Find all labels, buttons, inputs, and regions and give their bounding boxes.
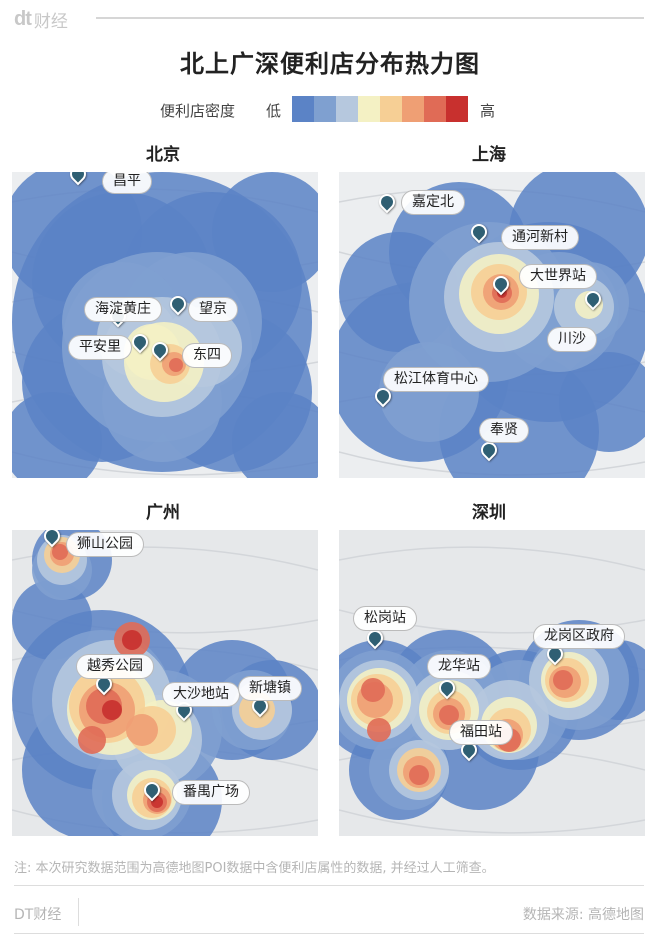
heatmap-layer bbox=[339, 530, 645, 836]
landmark-label: 狮山公园 bbox=[66, 532, 144, 557]
brand-name: 财经 bbox=[33, 11, 68, 32]
footnote: 注: 本次研究数据范围为高德地图POI数据中含便利店属性的数据, 并经过人工筛查… bbox=[14, 861, 495, 876]
legend-swatch bbox=[380, 96, 402, 122]
legend-swatch bbox=[446, 96, 468, 122]
landmark-label: 越秀公园 bbox=[76, 654, 154, 679]
heat-blob bbox=[212, 172, 318, 292]
map-guangzhou[interactable]: 狮山公园越秀公园 大沙地站 新塘镇番禺广场 bbox=[12, 530, 318, 836]
legend-swatch bbox=[424, 96, 446, 122]
landmark-label: 番禺广场 bbox=[172, 780, 250, 805]
landmark-label: 嘉定北 bbox=[401, 190, 465, 215]
data-source: 数据来源: 高德地图 bbox=[522, 907, 644, 923]
heat-blob bbox=[12, 392, 102, 478]
legend-swatch bbox=[292, 96, 314, 122]
brand: dt 财经 bbox=[14, 7, 68, 32]
density-legend: 便利店密度 低 高 bbox=[0, 96, 660, 124]
top-divider bbox=[96, 17, 644, 19]
heat-blob bbox=[379, 342, 479, 442]
road-line bbox=[339, 546, 645, 571]
heat-blob bbox=[126, 714, 158, 746]
city-name-beijing: 北京 bbox=[146, 145, 180, 165]
heat-blob bbox=[52, 544, 68, 560]
landmark-label: 福田站 bbox=[449, 720, 513, 745]
map-beijing[interactable]: 昌平海淀黄庄 望京平安里 东四 bbox=[12, 172, 318, 478]
heat-blob bbox=[361, 678, 385, 702]
footer-brand: DT财经 bbox=[14, 907, 62, 923]
page-title: 北上广深便利店分布热力图 bbox=[180, 50, 480, 78]
legend-swatch bbox=[358, 96, 380, 122]
heat-blob bbox=[78, 726, 106, 754]
legend-swatch bbox=[402, 96, 424, 122]
legend-swatch bbox=[336, 96, 358, 122]
landmark-label: 松江体育中心 bbox=[383, 367, 489, 392]
landmark-label: 望京 bbox=[188, 297, 238, 322]
landmark-label: 龙岗区政府 bbox=[533, 624, 625, 649]
footer-separator bbox=[78, 898, 79, 926]
landmark-label: 龙华站 bbox=[427, 654, 491, 679]
landmark-label: 大沙地站 bbox=[162, 682, 240, 707]
landmark-label: 昌平 bbox=[102, 172, 152, 194]
heat-blob bbox=[367, 718, 391, 742]
legend-swatch bbox=[314, 96, 336, 122]
landmark-label: 东四 bbox=[182, 343, 232, 368]
landmark-label: 通河新村 bbox=[501, 225, 579, 250]
bottom-divider bbox=[14, 933, 644, 934]
landmark-label: 大世界站 bbox=[519, 264, 597, 289]
legend-label: 便利店密度 bbox=[160, 102, 236, 120]
landmark-label: 新塘镇 bbox=[238, 676, 302, 701]
legend-color-scale bbox=[292, 96, 468, 122]
road-line bbox=[339, 809, 645, 834]
footer-divider bbox=[14, 885, 644, 886]
legend-low-label: 低 bbox=[266, 102, 282, 120]
map-shenzhen[interactable]: 松岗站 龙华站福田站 龙岗区政府 bbox=[339, 530, 645, 836]
map-shanghai[interactable]: 嘉定北通河新村大世界站川沙松江体育中心奉贤 bbox=[339, 172, 645, 478]
landmark-label: 川沙 bbox=[547, 327, 597, 352]
brand-logo: dt bbox=[14, 7, 32, 30]
heat-blob bbox=[559, 352, 645, 452]
heatmap-layer bbox=[12, 172, 318, 478]
heat-blob bbox=[232, 392, 318, 478]
heat-blob bbox=[102, 700, 122, 720]
city-name-shenzhen: 深圳 bbox=[472, 503, 506, 523]
heat-blob bbox=[553, 670, 573, 690]
legend-high-label: 高 bbox=[480, 102, 496, 120]
landmark-label: 平安里 bbox=[68, 335, 132, 360]
landmark-label: 奉贤 bbox=[479, 418, 529, 443]
heat-blob bbox=[439, 705, 459, 725]
landmark-label: 松岗站 bbox=[353, 606, 417, 631]
heat-blob bbox=[409, 765, 429, 785]
landmark-label: 海淀黄庄 bbox=[84, 297, 162, 322]
city-name-shanghai: 上海 bbox=[472, 145, 506, 165]
heat-blob bbox=[122, 630, 142, 650]
heat-blob bbox=[169, 358, 183, 372]
city-name-guangzhou: 广州 bbox=[146, 503, 180, 523]
